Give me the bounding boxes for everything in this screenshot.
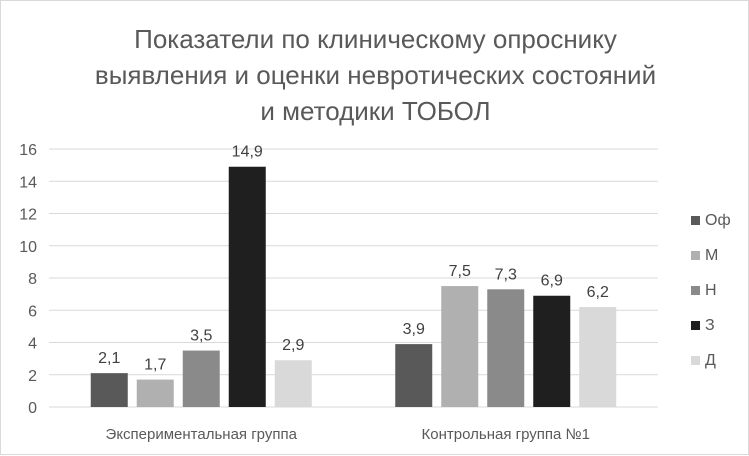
y-tick-label: 14 xyxy=(19,174,37,191)
y-tick-label: 16 xyxy=(19,142,37,159)
bar-1-3 xyxy=(533,295,571,407)
chart-title-line-3: и методики ТОБОЛ xyxy=(260,96,491,126)
y-tick-label: 10 xyxy=(19,239,37,256)
y-tick-label: 12 xyxy=(19,207,37,224)
legend-label-n: Н xyxy=(705,282,717,299)
legend-swatch-d xyxy=(691,356,700,365)
x-tick-label: Экспериментальная группа xyxy=(106,426,298,443)
legend-swatch-z xyxy=(691,321,700,330)
chart-title-line-2: выявления и оценки невротических состоян… xyxy=(94,60,657,90)
bar-0-0 xyxy=(90,373,128,407)
y-tick-label: 2 xyxy=(28,368,37,385)
bar-1-4 xyxy=(579,307,617,407)
bar-1-2 xyxy=(487,289,525,407)
legend-label-of: Оф xyxy=(705,212,731,229)
x-tick-label: Контрольная группа №1 xyxy=(422,426,590,443)
data-label: 14,9 xyxy=(232,144,263,161)
chart-title: Показатели по клиническому опроснику выя… xyxy=(1,21,749,129)
data-label: 1,7 xyxy=(144,357,166,374)
y-tick-label: 0 xyxy=(28,400,37,417)
legend-label-z: З xyxy=(705,317,715,334)
chart-title-line-1: Показатели по клиническому опроснику xyxy=(134,24,617,54)
bar-0-2 xyxy=(182,350,220,407)
y-tick-label: 6 xyxy=(28,303,37,320)
data-label: 7,3 xyxy=(495,266,517,283)
legend-swatch-m xyxy=(691,251,700,260)
data-label: 2,9 xyxy=(282,337,304,354)
bar-0-3 xyxy=(228,166,266,407)
legend-swatch-of xyxy=(691,216,700,225)
bar-0-4 xyxy=(274,360,312,407)
legend-label-m: М xyxy=(705,247,719,264)
legend-label-d: Д xyxy=(705,352,716,369)
data-label: 6,2 xyxy=(587,284,609,301)
bar-1-0 xyxy=(395,344,433,407)
y-tick-label: 4 xyxy=(28,336,37,353)
data-label: 6,9 xyxy=(541,273,563,290)
data-label: 3,5 xyxy=(190,328,212,345)
legend-swatch-n xyxy=(691,286,700,295)
data-label: 7,5 xyxy=(449,263,471,280)
bar-1-1 xyxy=(441,286,479,407)
bar-0-1 xyxy=(136,379,174,407)
data-label: 3,9 xyxy=(403,321,425,338)
y-tick-label: 8 xyxy=(28,271,37,288)
data-label: 2,1 xyxy=(98,350,120,367)
